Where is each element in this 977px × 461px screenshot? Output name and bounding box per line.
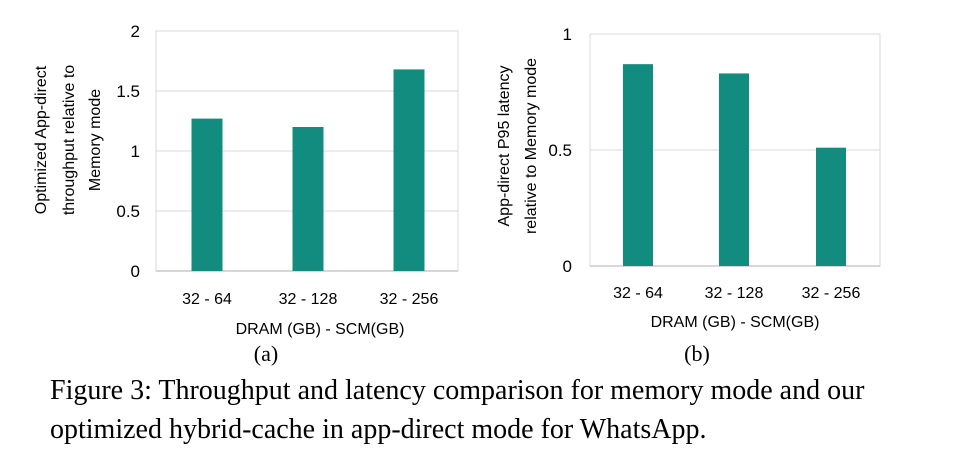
chart-b-y-tick-label: 0 xyxy=(563,257,572,276)
chart-b-panel-label: (b) xyxy=(684,341,710,366)
chart-a-y-tick-label: 0 xyxy=(131,262,140,281)
chart-b-x-tick-label: 32 - 128 xyxy=(705,285,764,302)
chart-b-y-tick-label: 1 xyxy=(563,25,572,44)
chart-a-x-tick-label: 32 - 128 xyxy=(279,291,338,308)
chart-a-y-axis-label-line-3: Memory mode xyxy=(87,89,104,191)
chart-a-y-axis-label-line-1: Optimized App-direct xyxy=(33,65,50,214)
chart-b: 00.51 32 - 64 32 - 128 32 - 256 DRAM (GB) … xyxy=(496,25,880,366)
chart-b-y-ticks: 00.51 xyxy=(548,25,572,276)
chart-a-y-tick-label: 1 xyxy=(131,142,140,161)
chart-a-y-tick-label: 2 xyxy=(131,22,140,41)
chart-a-x-tick-label: 32 - 256 xyxy=(380,291,439,308)
chart-b-x-tick-label: 32 - 64 xyxy=(613,285,663,302)
chart-b-x-axis-label: DRAM (GB) - SCM(GB) xyxy=(651,314,820,331)
chart-b-bar xyxy=(719,73,749,266)
chart-a-bar xyxy=(394,69,425,271)
chart-a-categories: 32 - 64 32 - 128 32 - 256 xyxy=(182,291,438,308)
chart-b-y-axis-label-line-2: relative to Memory mode xyxy=(523,58,540,234)
chart-a-y-axis-label-line-2: throughput relative to xyxy=(61,65,78,215)
chart-a-y-tick-label: 1.5 xyxy=(116,82,140,101)
chart-b-bars xyxy=(623,64,846,266)
chart-a-bar xyxy=(293,127,324,271)
figure-caption: Figure 3: Throughput and latency compari… xyxy=(50,371,950,449)
chart-a-bar xyxy=(192,119,223,271)
chart-b-bar xyxy=(816,148,846,266)
chart-a-x-axis-label: DRAM (GB) - SCM(GB) xyxy=(236,321,405,338)
chart-a-y-tick-label: 0.5 xyxy=(116,202,140,221)
chart-a-panel-label: (a) xyxy=(254,341,278,366)
chart-a-y-ticks: 0 0.5 1 1.5 2 xyxy=(116,22,140,281)
chart-b-y-axis-label-line-1: App-direct P95 latency xyxy=(496,66,513,227)
chart-b-y-tick-label: 0.5 xyxy=(548,141,572,160)
chart-b-categories: 32 - 64 32 - 128 32 - 256 xyxy=(613,285,860,302)
chart-b-bar xyxy=(623,64,653,266)
chart-b-x-tick-label: 32 - 256 xyxy=(802,285,861,302)
chart-a: 0 0.5 1 1.5 2 32 - 64 32 - 128 32 - 256 DRAM (… xyxy=(33,22,458,366)
chart-a-bars xyxy=(192,69,425,271)
chart-a-x-tick-label: 32 - 64 xyxy=(182,291,232,308)
